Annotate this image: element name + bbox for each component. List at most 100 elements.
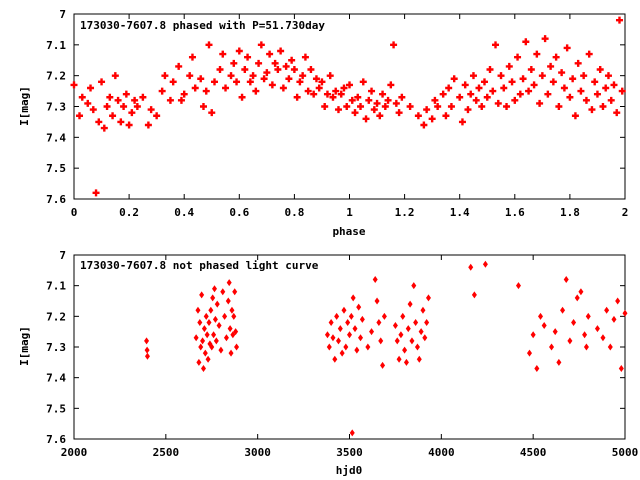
data-point [120, 103, 128, 111]
unphased-ytick-label: 7.1 [46, 280, 66, 293]
data-point [530, 331, 536, 339]
data-point [409, 337, 415, 345]
unphased-xtick-label: 4000 [428, 446, 455, 459]
unphased-plot-ylabel: I[mag] [18, 326, 31, 366]
data-point [384, 96, 392, 104]
data-point [315, 84, 323, 92]
data-point [326, 72, 334, 80]
data-point [390, 41, 398, 49]
data-point [582, 96, 590, 104]
data-point [549, 343, 555, 351]
data-point [588, 106, 596, 114]
data-point [422, 334, 428, 342]
data-point [622, 309, 628, 317]
data-point [352, 325, 358, 333]
data-point [196, 358, 202, 366]
data-point [400, 312, 406, 320]
data-point [420, 121, 428, 129]
unphased-plot-points [144, 260, 628, 437]
data-point [461, 81, 469, 89]
data-point [373, 99, 381, 107]
data-point [583, 343, 589, 351]
data-point [615, 297, 621, 305]
data-point [348, 312, 354, 320]
data-point [218, 346, 224, 354]
data-point [458, 118, 466, 126]
data-point [266, 50, 274, 58]
data-point [92, 189, 100, 197]
data-point [199, 103, 207, 111]
data-point [358, 334, 364, 342]
phased-xtick-label: 1.2 [395, 206, 415, 219]
data-point [357, 103, 365, 111]
data-point [144, 352, 150, 360]
data-point [230, 59, 238, 67]
data-point [204, 331, 210, 339]
data-point [547, 62, 555, 70]
data-point [497, 72, 505, 80]
data-point [522, 38, 530, 46]
data-point [339, 349, 345, 357]
unphased-plot-ticks: 2000 2500 3000 3500 4000 4500 5000 7 7.1 7.2 7.3 7.… [46, 249, 638, 459]
data-point [593, 90, 601, 98]
data-point [596, 66, 604, 74]
data-point [359, 78, 367, 86]
phased-plot-panel: 0 0.2 0.4 0.6 0.8 1 1.2 1.4 1.6 1.8 2 7 7.1 7.2 7.3 7.4… [18, 8, 628, 238]
data-point [552, 328, 558, 336]
data-point [235, 47, 243, 55]
data-point [330, 334, 336, 342]
data-point [420, 306, 426, 314]
data-point [340, 84, 348, 92]
phased-xtick-label: 1.6 [505, 206, 525, 219]
data-point [117, 118, 125, 126]
data-point [395, 109, 403, 117]
data-point [519, 75, 527, 83]
unphased-plot-panel: 2000 2500 3000 3500 4000 4500 5000 7 7.1 7.2 7.3 7.… [18, 249, 638, 477]
data-point [296, 78, 304, 86]
data-point [332, 355, 338, 363]
data-point [337, 325, 343, 333]
data-point [369, 328, 375, 336]
data-point [324, 331, 330, 339]
data-point [84, 99, 92, 107]
data-point [505, 62, 513, 70]
data-point [304, 87, 312, 95]
data-point [212, 315, 218, 323]
data-point [349, 429, 355, 437]
data-point [577, 87, 585, 95]
data-point [450, 75, 458, 83]
data-point [447, 103, 455, 111]
data-point [511, 96, 519, 104]
data-point [478, 103, 486, 111]
unphased-ytick-label: 7.3 [46, 341, 66, 354]
data-point [332, 87, 340, 95]
data-point [293, 93, 301, 101]
data-point [233, 328, 239, 336]
data-point [615, 16, 623, 24]
unphased-xtick-label: 2500 [153, 446, 180, 459]
data-point [299, 72, 307, 80]
data-point [424, 318, 430, 326]
data-point [381, 312, 387, 320]
data-point [282, 62, 290, 70]
data-point [350, 294, 356, 302]
data-point [362, 115, 370, 123]
data-point [285, 75, 293, 83]
data-point [87, 84, 95, 92]
data-point [348, 96, 356, 104]
data-point [494, 99, 502, 107]
phased-xtick-label: 1.8 [560, 206, 580, 219]
data-point [290, 66, 298, 74]
data-point [414, 343, 420, 351]
data-point [226, 279, 232, 287]
data-point [144, 121, 152, 129]
data-point [467, 90, 475, 98]
data-point [416, 355, 422, 363]
data-point [515, 282, 521, 290]
data-point [541, 35, 549, 43]
data-point [578, 288, 584, 296]
data-point [70, 81, 78, 89]
data-point [228, 349, 234, 357]
data-point [214, 300, 220, 308]
data-point [312, 75, 320, 83]
